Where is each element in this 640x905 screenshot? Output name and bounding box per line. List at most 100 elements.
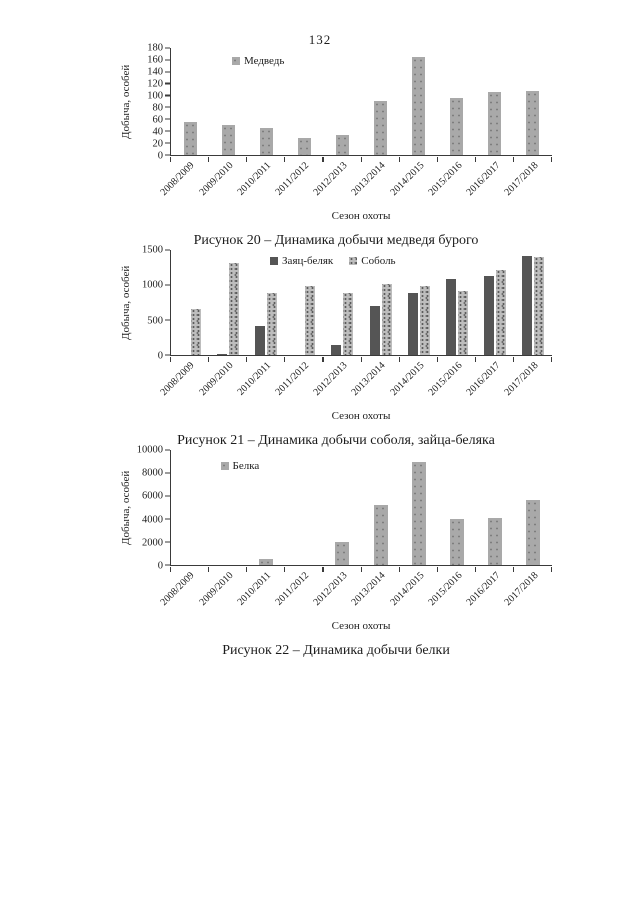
x-tick-label: 2008/2009 bbox=[158, 570, 197, 609]
x-label-slot: 2015/2016 bbox=[426, 156, 475, 208]
y-tick-label: 80 bbox=[152, 102, 164, 114]
category-slot bbox=[323, 450, 361, 565]
x-tick-mark bbox=[208, 357, 210, 362]
chart-body: Добыча, особей 0 500 1000 1500 Заяц-беляк Со… bbox=[118, 245, 554, 362]
legend-label: Белка bbox=[232, 460, 260, 472]
category-slot bbox=[209, 250, 247, 355]
legend-marker-dark bbox=[270, 257, 279, 265]
category-slot bbox=[438, 48, 476, 155]
y-tick-label: 500 bbox=[147, 315, 163, 327]
bar bbox=[335, 135, 349, 155]
y-axis: 0 20 40 60 80 100 120 140 160 180 bbox=[134, 43, 170, 162]
bar bbox=[521, 255, 532, 355]
x-label-slot: 2017/2018 bbox=[503, 356, 552, 408]
x-label-slot: 2009/2010 bbox=[197, 356, 246, 408]
bar bbox=[419, 286, 430, 355]
bar bbox=[449, 519, 464, 565]
x-tick-mark bbox=[170, 357, 172, 362]
bar bbox=[217, 353, 228, 355]
x-axis-labels: 2008/2009 2009/2010 2010/2011 2011/2012 2012… bbox=[159, 566, 552, 618]
y-tick-mark bbox=[165, 472, 170, 474]
y-tick-mark bbox=[165, 82, 170, 85]
bar bbox=[411, 461, 426, 565]
category-slot bbox=[400, 48, 438, 155]
bar bbox=[305, 286, 316, 355]
x-label-slot: 2011/2012 bbox=[274, 566, 323, 618]
category-slot bbox=[285, 450, 323, 565]
legend-marker-gray bbox=[231, 57, 240, 65]
category-slot bbox=[285, 250, 323, 355]
x-axis-labels: 2008/2009 2009/2010 2010/2011 2011/2012 2012… bbox=[159, 356, 552, 408]
legend-label: Соболь bbox=[361, 255, 396, 267]
y-tick-label: 1000 bbox=[142, 279, 163, 291]
category-slot bbox=[400, 250, 438, 355]
x-tick-label: 2008/2009 bbox=[158, 160, 197, 199]
category-slot bbox=[171, 250, 209, 355]
x-axis-labels: 2008/2009 2009/2010 2010/2011 2011/2012 2012… bbox=[159, 156, 552, 208]
category-slot bbox=[323, 48, 361, 155]
bar bbox=[373, 505, 388, 565]
legend: Заяц-беляк Соболь bbox=[270, 255, 396, 267]
legend-item: Соболь bbox=[349, 255, 396, 267]
x-label-slot: 2011/2012 bbox=[274, 156, 323, 208]
y-tick-label: 1500 bbox=[142, 244, 163, 256]
y-tick-mark bbox=[165, 319, 170, 321]
y-tick-label: 0 bbox=[157, 350, 163, 362]
category-slot bbox=[361, 250, 399, 355]
bar bbox=[229, 263, 240, 355]
bar bbox=[450, 97, 464, 155]
legend-label: Медведь bbox=[243, 55, 285, 67]
x-tick-mark bbox=[474, 357, 476, 362]
x-tick-mark bbox=[398, 357, 400, 362]
y-tick-label: 100 bbox=[147, 90, 163, 102]
x-tick-mark bbox=[436, 357, 438, 362]
category-slot bbox=[514, 250, 552, 355]
x-label-slot: 2015/2016 bbox=[426, 566, 475, 618]
y-tick-mark bbox=[165, 71, 170, 73]
legend-item: Заяц-беляк bbox=[270, 255, 333, 267]
x-label-slot: 2010/2011 bbox=[236, 566, 284, 618]
figure-caption: Рисунок 20 – Динамика добычи медведя бур… bbox=[193, 233, 479, 248]
y-tick-mark bbox=[165, 541, 170, 543]
x-label-slot: 2012/2013 bbox=[312, 566, 361, 618]
x-label-slot: 2014/2015 bbox=[388, 156, 437, 208]
bar bbox=[255, 325, 266, 355]
y-tick-label: 6000 bbox=[142, 490, 163, 502]
x-axis-title: Сезон охоты bbox=[331, 620, 391, 632]
bar bbox=[526, 91, 540, 155]
plot-area: Белка bbox=[165, 449, 553, 572]
bar bbox=[369, 306, 380, 355]
y-tick-mark bbox=[165, 495, 170, 497]
figure-chart-sable-hare: Добыча, особей 0 500 1000 1500 Заяц-беляк Со… bbox=[118, 245, 554, 450]
y-tick-label: 2000 bbox=[142, 537, 163, 549]
x-label-slot: 2013/2014 bbox=[350, 156, 399, 208]
x-tick-mark bbox=[246, 357, 248, 362]
figure-chart-squirrel: Добыча, особей 0 2000 4000 6000 8000 10000 Бе… bbox=[118, 445, 554, 660]
x-tick-mark bbox=[170, 157, 172, 162]
y-tick-mark bbox=[165, 154, 170, 156]
x-tick-mark bbox=[551, 357, 553, 362]
figure-caption: Рисунок 21 – Динамика добычи соболя, зай… bbox=[177, 433, 495, 448]
x-tick-mark bbox=[284, 357, 286, 362]
y-tick-mark bbox=[165, 94, 170, 97]
x-label-slot: 2012/2013 bbox=[312, 356, 361, 408]
y-tick-label: 8000 bbox=[142, 467, 163, 479]
bar bbox=[381, 284, 392, 355]
x-tick-mark bbox=[360, 357, 362, 362]
x-tick-mark bbox=[322, 357, 324, 362]
x-tick-label: 2008/2009 bbox=[158, 360, 197, 399]
x-tick-mark bbox=[512, 567, 515, 572]
x-tick-mark bbox=[322, 567, 324, 572]
x-tick-mark bbox=[170, 567, 172, 572]
x-tick-mark bbox=[551, 157, 553, 162]
bar bbox=[343, 293, 354, 355]
y-tick-label: 4000 bbox=[142, 514, 163, 526]
x-tick-mark bbox=[512, 357, 515, 362]
x-label-slot: 2017/2018 bbox=[503, 156, 552, 208]
y-tick-mark bbox=[165, 106, 170, 108]
category-slot bbox=[247, 250, 285, 355]
y-tick-mark bbox=[165, 564, 170, 566]
y-tick-label: 60 bbox=[152, 114, 164, 126]
bar-group bbox=[171, 450, 552, 565]
